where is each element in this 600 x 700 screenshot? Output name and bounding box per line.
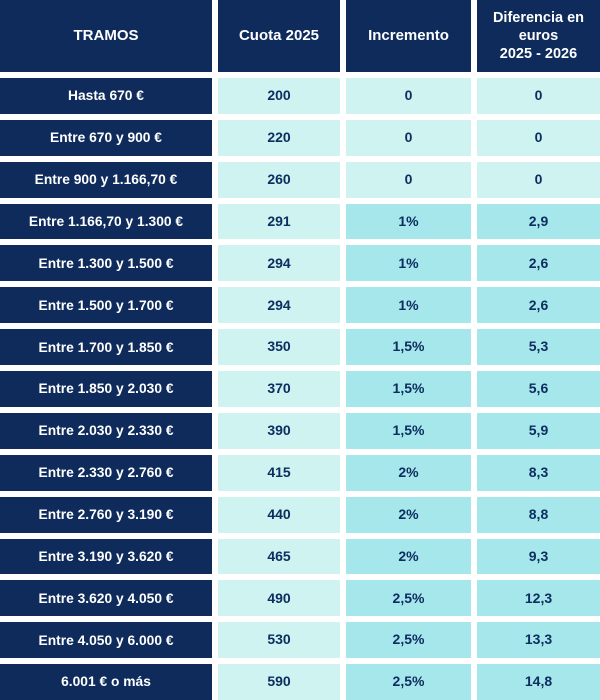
row-label-tramo: Entre 900 y 1.166,70 € [0, 161, 212, 198]
cell-incremento: 2,5% [346, 622, 471, 659]
cell-cuota-2025: 465 [218, 538, 340, 575]
cell-diferencia-euros: 0 [477, 161, 600, 198]
row-label-tramo: Hasta 670 € [0, 78, 212, 114]
row-label-tramo: Entre 670 y 900 € [0, 119, 212, 156]
cell-diferencia-euros: 0 [477, 78, 600, 114]
cell-incremento: 2,5% [346, 664, 471, 700]
cell-cuota-2025: 415 [218, 454, 340, 491]
cell-diferencia-euros: 9,3 [477, 538, 600, 575]
cell-incremento: 2% [346, 454, 471, 491]
row-label-tramo: Entre 3.190 y 3.620 € [0, 538, 212, 575]
cell-incremento: 1% [346, 245, 471, 282]
cell-diferencia-euros: 2,6 [477, 245, 600, 282]
cell-diferencia-euros: 5,6 [477, 371, 600, 407]
row-label-tramo: Entre 3.620 y 4.050 € [0, 580, 212, 617]
cell-diferencia-euros: 8,8 [477, 496, 600, 533]
row-label-tramo: Entre 2.330 y 2.760 € [0, 454, 212, 491]
cell-incremento: 1% [346, 287, 471, 324]
cell-incremento: 1,5% [346, 412, 471, 449]
row-label-tramo: Entre 1.166,70 y 1.300 € [0, 203, 212, 240]
row-label-tramo: 6.001 € o más [0, 664, 212, 700]
row-label-tramo: Entre 4.050 y 6.000 € [0, 622, 212, 659]
cell-cuota-2025: 294 [218, 287, 340, 324]
row-label-tramo: Entre 2.030 y 2.330 € [0, 412, 212, 449]
cell-cuota-2025: 390 [218, 412, 340, 449]
cell-cuota-2025: 530 [218, 622, 340, 659]
cell-cuota-2025: 220 [218, 119, 340, 156]
cell-diferencia-euros: 13,3 [477, 622, 600, 659]
cell-incremento: 2,5% [346, 580, 471, 617]
column-header-incremento: Incremento [346, 0, 471, 72]
cell-incremento: 2% [346, 496, 471, 533]
cell-diferencia-euros: 5,9 [477, 412, 600, 449]
cell-incremento: 1,5% [346, 371, 471, 407]
column-header-cuota-2025: Cuota 2025 [218, 0, 340, 72]
cell-cuota-2025: 350 [218, 329, 340, 366]
cell-cuota-2025: 294 [218, 245, 340, 282]
column-header-tramos: TRAMOS [0, 0, 212, 72]
cell-diferencia-euros: 0 [477, 119, 600, 156]
cell-diferencia-euros: 2,6 [477, 287, 600, 324]
cell-cuota-2025: 370 [218, 371, 340, 407]
cell-incremento: 0 [346, 78, 471, 114]
cell-cuota-2025: 440 [218, 496, 340, 533]
cell-incremento: 1,5% [346, 329, 471, 366]
cell-diferencia-euros: 14,8 [477, 664, 600, 700]
cell-incremento: 0 [346, 161, 471, 198]
row-label-tramo: Entre 1.850 y 2.030 € [0, 371, 212, 407]
cell-cuota-2025: 291 [218, 203, 340, 240]
row-label-tramo: Entre 1.500 y 1.700 € [0, 287, 212, 324]
cell-diferencia-euros: 5,3 [477, 329, 600, 366]
row-label-tramo: Entre 1.700 y 1.850 € [0, 329, 212, 366]
cell-incremento: 2% [346, 538, 471, 575]
row-label-tramo: Entre 1.300 y 1.500 € [0, 245, 212, 282]
cell-diferencia-euros: 2,9 [477, 203, 600, 240]
cell-cuota-2025: 200 [218, 78, 340, 114]
cell-incremento: 0 [346, 119, 471, 156]
row-label-tramo: Entre 2.760 y 3.190 € [0, 496, 212, 533]
column-header-diferencia-euros: Diferencia en euros 2025 - 2026 [477, 0, 600, 72]
cell-diferencia-euros: 8,3 [477, 454, 600, 491]
cell-cuota-2025: 260 [218, 161, 340, 198]
cell-incremento: 1% [346, 203, 471, 240]
cell-diferencia-euros: 12,3 [477, 580, 600, 617]
cell-cuota-2025: 590 [218, 664, 340, 700]
cell-cuota-2025: 490 [218, 580, 340, 617]
